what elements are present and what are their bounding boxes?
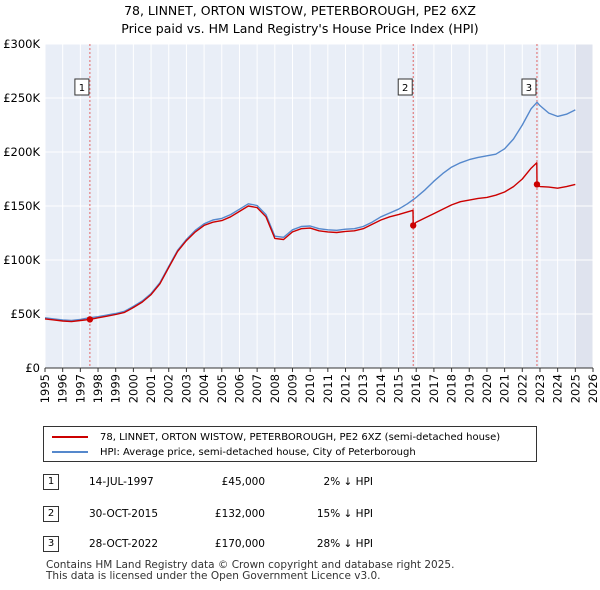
title-line-2: Price paid vs. HM Land Registry's House … — [121, 21, 479, 36]
sale-point — [533, 181, 541, 188]
y-tick-label: £100K — [3, 253, 40, 267]
sale-date: 14-JUL-1997 — [89, 476, 154, 488]
sale-point — [86, 316, 94, 323]
property-series-line — [44, 162, 576, 323]
hpi-series-line — [44, 101, 576, 322]
legend-item-property: 78, LINNET, ORTON WISTOW, PETERBOROUGH, … — [52, 430, 500, 444]
y-tick-label: £50K — [11, 307, 41, 321]
x-tick-label: 2000 — [126, 374, 140, 403]
x-tick-label: 2009 — [285, 374, 299, 403]
x-tick-label: 2021 — [498, 374, 512, 403]
sale-callout-box — [521, 78, 537, 96]
x-tick-label: 2001 — [144, 374, 158, 403]
y-tick-label: £150K — [3, 199, 40, 213]
x-tick-label: 2005 — [215, 374, 229, 403]
footer-line-1: Contains HM Land Registry data © Crown c… — [46, 559, 455, 571]
x-tick-label: 2011 — [321, 374, 335, 403]
x-tick-label: 2015 — [392, 374, 406, 403]
x-tick-label: 2020 — [480, 374, 494, 403]
x-tick-label: 2002 — [162, 374, 176, 403]
x-tick-label: 2023 — [533, 374, 547, 403]
sale-hpi-diff: 2% ↓ HPI — [323, 476, 373, 488]
x-tick-label: 2008 — [268, 374, 282, 403]
y-tick-label: £0 — [25, 361, 40, 375]
sale-point — [410, 222, 417, 229]
x-tick-label: 1995 — [38, 374, 52, 403]
sale-callout-number: 1 — [79, 83, 85, 94]
x-tick-label: 2006 — [232, 374, 246, 403]
sale-callout-number: 2 — [402, 83, 408, 94]
footer-line-2: This data is licensed under the Open Gov… — [46, 570, 381, 582]
y-tick-label: £250K — [3, 91, 40, 105]
x-tick-label: 2010 — [303, 374, 317, 403]
sale-price: £170,000 — [214, 538, 265, 550]
sale-date: 28-OCT-2022 — [89, 538, 158, 550]
x-tick-label: 2022 — [515, 374, 529, 403]
x-tick-label: 2012 — [339, 374, 353, 403]
x-tick-label: 2007 — [250, 374, 264, 403]
sale-callout-box — [397, 78, 413, 96]
chart-title: 78, LINNET, ORTON WISTOW, PETERBOROUGH, … — [0, 2, 600, 38]
x-tick-label: 2014 — [374, 374, 388, 403]
x-tick-label: 2017 — [427, 374, 441, 403]
x-tick-label: 2013 — [356, 374, 370, 403]
x-tick-label: 2024 — [551, 374, 565, 403]
y-tick-label: £300K — [3, 37, 40, 51]
sale-number-badge: 3 — [43, 536, 59, 552]
x-tick-label: 1998 — [91, 374, 105, 403]
y-tick-label: £200K — [3, 145, 40, 159]
sale-hpi-diff: 28% ↓ HPI — [316, 538, 373, 550]
x-tick-label: 2025 — [568, 374, 582, 403]
sale-price: £132,000 — [214, 508, 265, 520]
title-line-1: 78, LINNET, ORTON WISTOW, PETERBOROUGH, … — [124, 3, 476, 18]
x-tick-label: 2026 — [586, 374, 600, 403]
legend-swatch-red — [52, 436, 88, 438]
legend-label-hpi: HPI: Average price, semi-detached house,… — [100, 446, 416, 458]
footer-attribution: Contains HM Land Registry data © Crown c… — [46, 560, 454, 582]
sale-number-badge: 1 — [43, 474, 59, 490]
legend-item-hpi: HPI: Average price, semi-detached house,… — [52, 445, 416, 459]
sale-callout-box — [74, 78, 90, 96]
sale-hpi-diff: 15% ↓ HPI — [316, 508, 373, 520]
x-tick-label: 2018 — [445, 374, 459, 403]
legend: 78, LINNET, ORTON WISTOW, PETERBOROUGH, … — [43, 426, 537, 462]
sale-callout-number: 3 — [526, 83, 532, 94]
legend-label-property: 78, LINNET, ORTON WISTOW, PETERBOROUGH, … — [100, 431, 501, 443]
legend-swatch-blue — [52, 451, 88, 453]
x-tick-label: 2019 — [462, 374, 476, 403]
x-tick-label: 1996 — [56, 374, 70, 403]
sale-number-badge: 2 — [43, 506, 59, 522]
sale-price: £45,000 — [221, 476, 265, 488]
x-tick-label: 2016 — [409, 374, 423, 403]
sale-date: 30-OCT-2015 — [89, 508, 158, 520]
x-tick-label: 2004 — [197, 374, 211, 403]
x-tick-label: 2003 — [179, 374, 193, 403]
x-tick-label: 1997 — [73, 374, 87, 403]
x-tick-label: 1999 — [109, 374, 123, 403]
